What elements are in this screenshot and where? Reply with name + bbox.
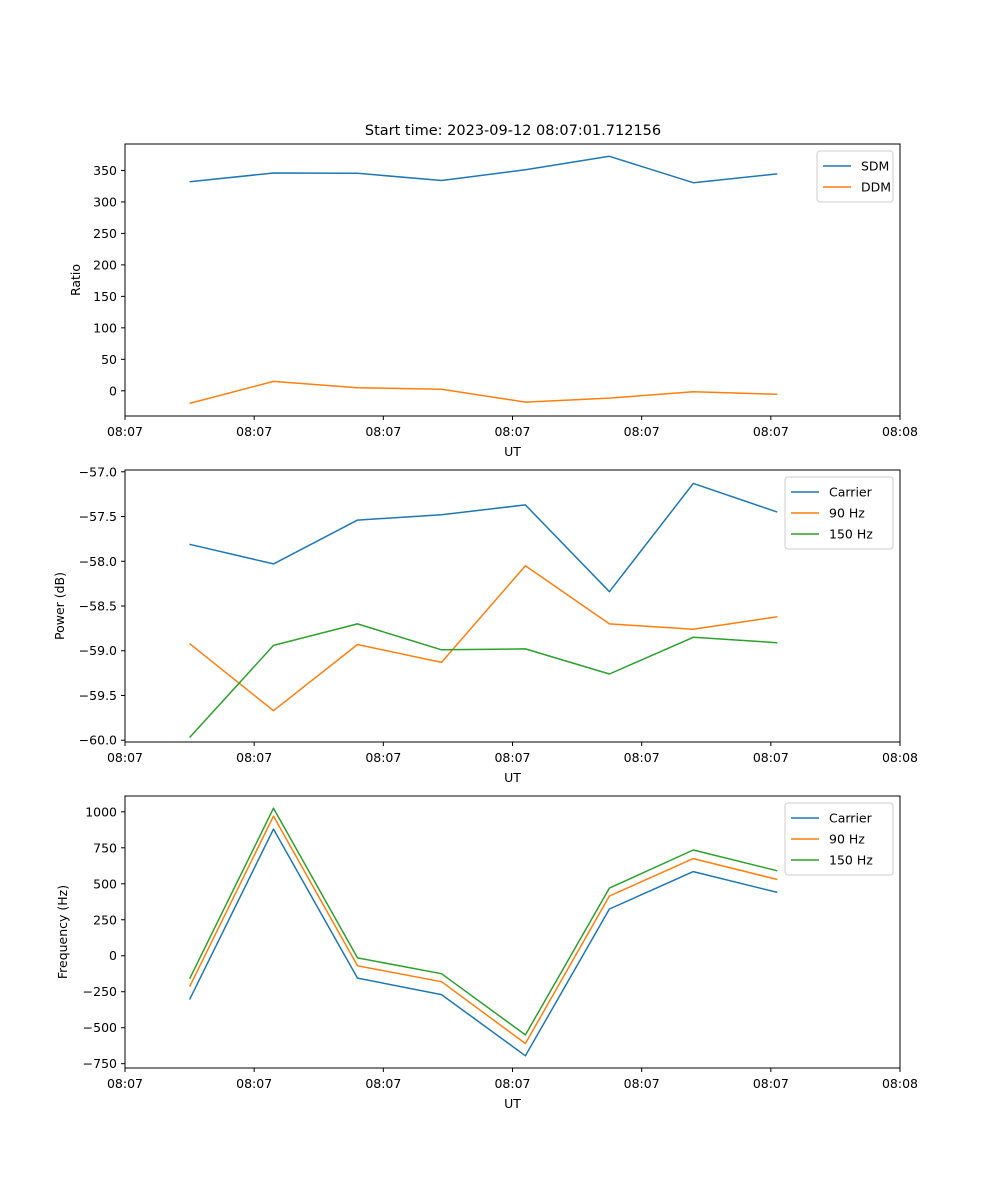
x-tick-label: 08:08 <box>882 424 918 439</box>
subplot-1: 08:07 08:07 08:07 08:07 08:07 08:07 08:08 0 50 10… <box>68 143 918 459</box>
y-tick-label: 200 <box>93 257 117 272</box>
x-tick-label: 08:07 <box>753 424 789 439</box>
legend-box <box>784 476 894 550</box>
x-tick-label: 08:07 <box>753 750 789 765</box>
y-axis-label: Power (dB) <box>52 572 67 640</box>
y-tick-label: −57.5 <box>79 509 117 524</box>
legend-label: 90 Hz <box>829 832 865 847</box>
y-tick-label: 750 <box>93 840 117 855</box>
x-tick-label: 08:07 <box>624 1076 660 1091</box>
y-tick-label: −58.0 <box>79 554 117 569</box>
series-line-150-hz <box>188 807 778 1036</box>
x-axis-label: UT <box>504 1096 521 1111</box>
subplot-3: 08:07 08:07 08:07 08:07 08:07 08:07 08:08 −750 −… <box>55 795 918 1111</box>
y-tick-label: −60.0 <box>79 733 117 748</box>
x-tick-label: 08:07 <box>365 424 401 439</box>
legend-label: Carrier <box>829 811 873 826</box>
x-tick-label: 08:07 <box>365 1076 401 1091</box>
series-line-ddm <box>189 380 778 405</box>
x-tick-label: 08:07 <box>365 750 401 765</box>
y-tick-label: −59.0 <box>79 643 117 658</box>
y-tick-label: 350 <box>93 163 117 178</box>
x-tick-label: 08:07 <box>624 750 660 765</box>
legend: Carrier 90 Hz 150 Hz <box>784 476 894 550</box>
series-line-carrier <box>189 482 778 593</box>
x-tick-label: 08:07 <box>753 1076 789 1091</box>
y-tick-label: −250 <box>83 984 117 999</box>
legend-label: SDM <box>861 159 889 174</box>
y-tick-label: 0 <box>109 948 117 963</box>
x-tick-label: 08:07 <box>236 750 272 765</box>
y-tick-label: −750 <box>83 1056 117 1071</box>
legend-label: DDM <box>861 180 891 195</box>
x-tick-label: 08:07 <box>236 424 272 439</box>
x-tick-label: 08:07 <box>236 1076 272 1091</box>
y-tick-label: 1000 <box>85 804 117 819</box>
series-line-150-hz <box>189 623 778 739</box>
y-tick-label: −500 <box>83 1020 117 1035</box>
x-tick-label: 08:07 <box>494 1076 530 1091</box>
series-line-sdm <box>189 155 778 184</box>
x-tick-label: 08:07 <box>107 1076 143 1091</box>
y-tick-label: 250 <box>93 226 117 241</box>
y-tick-label: 100 <box>93 320 117 335</box>
x-tick-label: 08:08 <box>882 750 918 765</box>
legend: Carrier 90 Hz 150 Hz <box>784 802 894 876</box>
x-tick-label: 08:08 <box>882 1076 918 1091</box>
y-tick-label: −57.0 <box>79 464 117 479</box>
y-axis-label: Ratio <box>68 264 83 296</box>
y-tick-label: −58.5 <box>79 599 117 614</box>
series-line-carrier <box>188 828 778 1057</box>
x-tick-label: 08:07 <box>494 750 530 765</box>
legend-label: Carrier <box>829 485 873 500</box>
y-axis-label: Frequency (Hz) <box>55 885 70 979</box>
chart-title: Start time: 2023-09-12 08:07:01.712156 <box>365 123 661 139</box>
series-line-90-hz <box>188 815 778 1045</box>
y-tick-label: 150 <box>93 289 117 304</box>
legend-label: 90 Hz <box>829 506 865 521</box>
y-tick-label: 300 <box>93 194 117 209</box>
x-axis-label: UT <box>504 444 521 459</box>
x-tick-label: 08:07 <box>107 750 143 765</box>
x-axis-label: UT <box>504 770 521 785</box>
subplot-2: 08:07 08:07 08:07 08:07 08:07 08:07 08:08 −60.0… <box>52 464 918 785</box>
y-tick-label: −59.5 <box>79 688 117 703</box>
x-tick-label: 08:07 <box>107 424 143 439</box>
x-tick-label: 08:07 <box>624 424 660 439</box>
legend-label: 150 Hz <box>829 527 873 542</box>
series-line-90-hz <box>189 564 778 712</box>
legend-label: 150 Hz <box>829 853 873 868</box>
y-tick-label: 50 <box>101 352 117 367</box>
y-tick-label: 500 <box>93 876 117 891</box>
y-tick-label: 0 <box>109 383 117 398</box>
legend-box <box>784 802 894 876</box>
legend: SDM DDM <box>816 150 894 203</box>
legend-box <box>816 150 894 203</box>
x-tick-label: 08:07 <box>494 424 530 439</box>
y-tick-label: 250 <box>93 912 117 927</box>
